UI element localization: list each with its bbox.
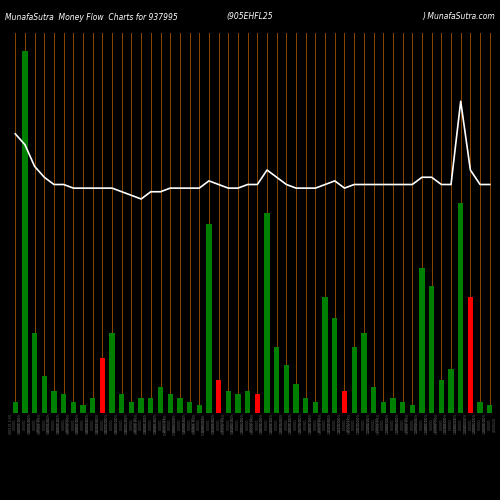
Bar bbox=[110, 333, 114, 412]
Bar bbox=[303, 398, 308, 412]
Bar bbox=[196, 406, 202, 412]
Bar bbox=[245, 391, 250, 412]
Text: ) MunafaSutra.com: ) MunafaSutra.com bbox=[422, 12, 495, 22]
Bar bbox=[390, 398, 396, 412]
Bar bbox=[294, 384, 298, 412]
Bar bbox=[236, 394, 240, 412]
Bar bbox=[206, 224, 212, 412]
Text: (905EHFL25: (905EHFL25 bbox=[226, 12, 274, 22]
Bar bbox=[448, 369, 454, 412]
Bar bbox=[168, 394, 173, 412]
Bar bbox=[148, 398, 154, 412]
Bar bbox=[478, 402, 482, 412]
Bar bbox=[158, 387, 163, 412]
Bar bbox=[264, 214, 270, 412]
Bar bbox=[274, 348, 280, 412]
Bar bbox=[90, 398, 96, 412]
Bar bbox=[361, 333, 366, 412]
Bar bbox=[458, 202, 464, 412]
Bar bbox=[70, 402, 76, 412]
Bar bbox=[313, 402, 318, 412]
Bar bbox=[468, 296, 473, 412]
Bar bbox=[52, 391, 57, 412]
Bar bbox=[342, 391, 347, 412]
Bar bbox=[429, 286, 434, 412]
Bar bbox=[80, 406, 86, 412]
Bar bbox=[332, 318, 338, 412]
Bar bbox=[352, 348, 357, 412]
Bar bbox=[177, 398, 182, 412]
Bar bbox=[42, 376, 47, 412]
Bar bbox=[438, 380, 444, 412]
Text: MunafaSutra  Money Flow  Charts for 937995: MunafaSutra Money Flow Charts for 937995 bbox=[5, 12, 178, 22]
Bar bbox=[138, 398, 144, 412]
Bar bbox=[119, 394, 124, 412]
Bar bbox=[371, 387, 376, 412]
Bar bbox=[400, 402, 406, 412]
Bar bbox=[322, 296, 328, 412]
Bar bbox=[22, 50, 28, 412]
Bar bbox=[284, 366, 289, 412]
Bar bbox=[487, 406, 492, 412]
Bar bbox=[254, 394, 260, 412]
Bar bbox=[216, 380, 222, 412]
Bar bbox=[410, 406, 415, 412]
Bar bbox=[32, 333, 38, 412]
Bar bbox=[12, 402, 18, 412]
Bar bbox=[420, 268, 424, 412]
Bar bbox=[226, 391, 231, 412]
Bar bbox=[187, 402, 192, 412]
Bar bbox=[380, 402, 386, 412]
Bar bbox=[129, 402, 134, 412]
Bar bbox=[61, 394, 66, 412]
Bar bbox=[100, 358, 105, 412]
